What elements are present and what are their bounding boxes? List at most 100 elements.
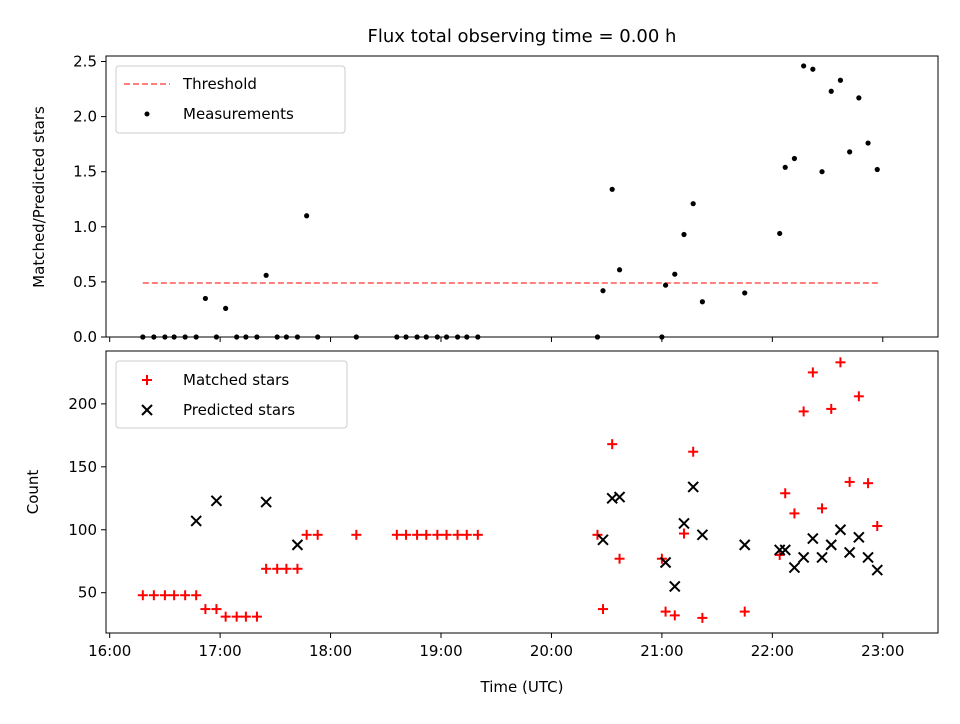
measurement-point — [810, 66, 816, 72]
measurement-point — [182, 334, 188, 340]
matched-star-point — [220, 611, 231, 622]
legend-predicted-swatch — [141, 404, 153, 416]
predicted-star-point — [739, 539, 751, 551]
x-tick-label: 23:00 — [861, 642, 904, 660]
measurement-point — [213, 334, 220, 340]
matched-star-point — [432, 529, 443, 540]
x-tick-label: 16:00 — [88, 642, 131, 660]
matched-star-point — [678, 528, 689, 539]
top-y-tick-label: 2.0 — [73, 108, 97, 126]
legend-matched-label: Matched stars — [183, 371, 289, 389]
legend-measurements-label: Measurements — [183, 105, 294, 123]
measurement-point — [202, 295, 208, 302]
predicted-star-point — [853, 531, 865, 544]
measurement-point — [828, 88, 834, 94]
predicted-star-point — [597, 534, 609, 546]
matched-star-point — [281, 563, 292, 574]
legend-measurements-swatch — [144, 111, 150, 117]
matched-star-point — [688, 446, 699, 457]
legend-threshold-label: Threshold — [182, 75, 257, 93]
measurement-point — [403, 334, 409, 340]
matched-star-point — [461, 529, 472, 540]
matched-star-point — [251, 611, 262, 622]
matched-star-point — [872, 520, 883, 531]
matched-star-point — [191, 590, 202, 601]
matched-star-point — [261, 563, 272, 574]
measurement-point — [699, 299, 705, 305]
matched-star-point — [401, 529, 412, 540]
predicted-star-point — [816, 551, 828, 564]
bottom-y-axis-label: Count — [24, 470, 42, 515]
measurement-point — [600, 288, 606, 294]
matched-star-point — [412, 529, 423, 540]
bottom-y-tick-label: 150 — [68, 458, 97, 476]
top-y-tick-label: 1.5 — [73, 163, 97, 181]
bottom-y-tick-label: 50 — [78, 584, 97, 602]
measurement-point — [193, 334, 199, 340]
matched-star-point — [826, 403, 837, 414]
predicted-star-point — [862, 551, 874, 564]
measurement-point — [234, 334, 240, 340]
measurement-point — [151, 334, 157, 340]
matched-star-point — [844, 476, 855, 487]
legend-matched-swatch — [142, 375, 152, 385]
matched-star-point — [697, 612, 708, 623]
matched-star-point — [472, 529, 483, 540]
matched-star-point — [774, 549, 785, 560]
predicted-star-point — [843, 546, 856, 559]
matched-star-point — [614, 553, 625, 564]
predicted-star-point — [797, 551, 810, 564]
matched-star-point — [592, 529, 603, 540]
measurement-point — [874, 166, 880, 173]
measurement-point — [243, 334, 249, 340]
matched-star-point — [137, 590, 148, 601]
x-tick-label: 18:00 — [309, 642, 352, 660]
x-tick-label: 19:00 — [419, 642, 462, 660]
measurement-point — [690, 201, 696, 207]
measurement-point — [294, 334, 301, 340]
matched-star-point — [789, 508, 800, 519]
top-y-tick-label: 0.0 — [73, 328, 97, 346]
matched-star-point — [231, 611, 242, 622]
x-axis-label: Time (UTC) — [480, 678, 564, 696]
measurement-point — [777, 230, 783, 237]
matched-star-point — [441, 529, 452, 540]
measurement-point — [434, 334, 440, 340]
measurement-point — [782, 164, 788, 170]
matched-star-point — [312, 529, 323, 540]
matched-star-point — [739, 606, 750, 617]
matched-star-point — [169, 590, 180, 601]
matched-star-point — [180, 590, 191, 601]
predicted-star-point — [659, 556, 672, 569]
chart-title: Flux total observing time = 0.00 h — [368, 26, 677, 47]
matched-star-point — [597, 604, 608, 615]
predicted-star-point — [871, 564, 883, 576]
predicted-star-point — [834, 524, 847, 536]
top-y-tick-label: 1.0 — [73, 218, 97, 236]
matched-star-point — [853, 391, 864, 402]
measurement-point — [464, 334, 470, 340]
predicted-star-point — [210, 495, 223, 507]
x-tick-label: 22:00 — [751, 642, 794, 660]
measurement-point — [263, 272, 269, 278]
measurement-point — [742, 290, 748, 296]
measurement-point — [414, 334, 420, 340]
predicted-star-point — [788, 561, 801, 574]
predicted-star-point — [260, 496, 272, 508]
matched-star-point — [301, 529, 312, 540]
matched-star-point — [240, 611, 251, 622]
matched-star-point — [391, 529, 402, 540]
measurement-point — [283, 334, 289, 340]
measurement-point — [791, 155, 798, 162]
measurement-point — [681, 231, 687, 238]
matched-star-point — [159, 590, 170, 601]
measurement-point — [443, 334, 450, 340]
measurement-point — [454, 334, 461, 340]
measurement-point — [140, 334, 146, 340]
bottom-legend-box — [115, 360, 348, 429]
measurement-point — [847, 149, 853, 155]
measurement-point — [856, 95, 862, 101]
top-y-tick-label: 0.5 — [73, 273, 97, 291]
bottom-y-tick-label: 100 — [68, 521, 97, 539]
